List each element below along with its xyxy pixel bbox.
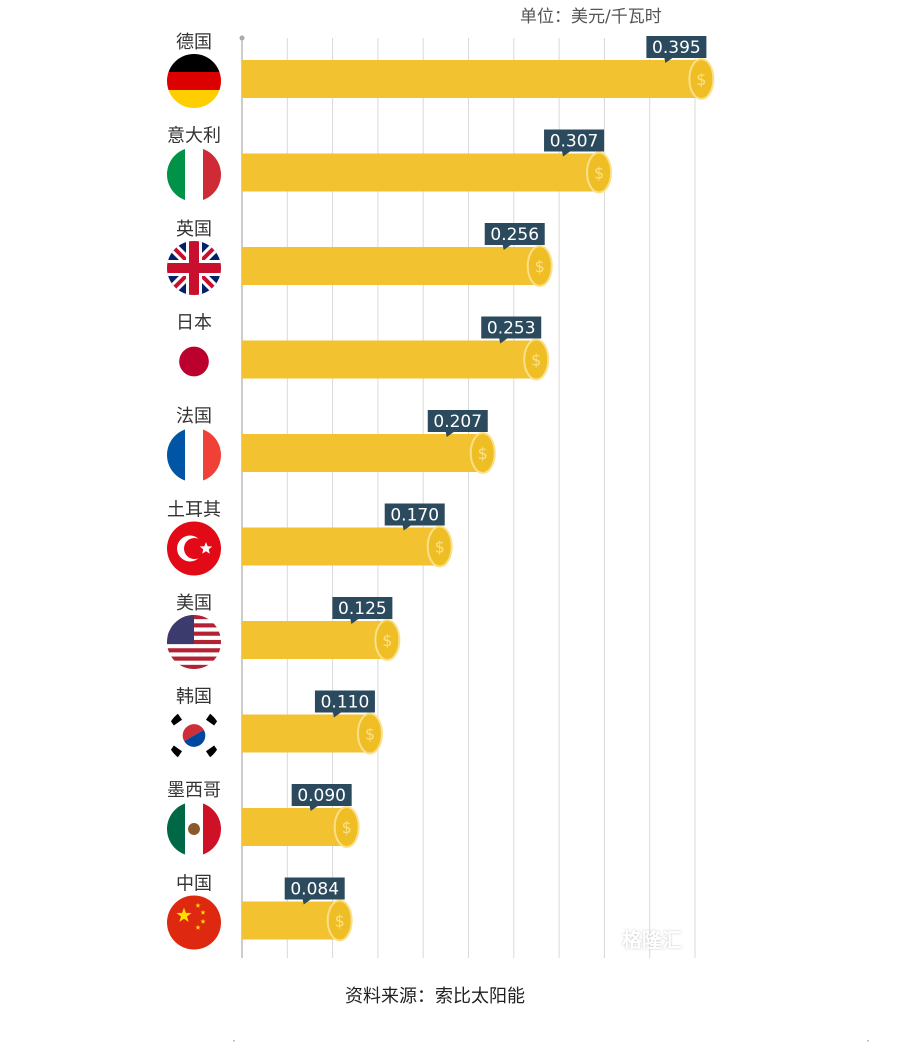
bar [242, 60, 702, 98]
value-label: 0.395 [652, 38, 701, 58]
value-label: 0.084 [290, 880, 339, 900]
bar [242, 434, 483, 472]
coin-icon: $ [523, 338, 550, 381]
france-flag-icon [167, 428, 221, 482]
bar [242, 247, 540, 285]
dollar-icon: $ [696, 70, 706, 89]
bar [242, 901, 340, 940]
value-tag: 0.084 [284, 877, 345, 905]
stray-mark-right: · [866, 1034, 870, 1048]
japan-flag-icon [167, 334, 221, 389]
bar [242, 340, 537, 379]
value-tag: 0.253 [481, 316, 542, 344]
germany-flag-icon [167, 54, 221, 108]
watermark-logo: 格隆汇 [622, 928, 682, 952]
china-flag-icon [167, 895, 221, 950]
category-label: 墨西哥 [167, 780, 221, 801]
category-label: 美国 [176, 593, 212, 614]
category-label: 日本 [176, 313, 212, 334]
category-label: 韩国 [176, 687, 212, 708]
value-label: 0.090 [297, 786, 346, 806]
mexico-flag-icon [167, 802, 221, 856]
source-caption: 资料来源：索比太阳能 [345, 986, 525, 1007]
value-label: 0.170 [390, 506, 439, 526]
uk-flag-icon [167, 241, 221, 295]
category-label: 法国 [176, 406, 212, 427]
coin-icon: $ [526, 245, 553, 287]
coin-icon: $ [586, 151, 613, 194]
axis-dot [239, 35, 245, 41]
unit-label: 单位：美元/千瓦时 [520, 7, 662, 27]
dollar-icon: $ [531, 351, 541, 370]
bar [242, 153, 600, 192]
value-label: 0.110 [321, 693, 370, 713]
value-label: 0.307 [550, 132, 599, 152]
dollar-icon: $ [435, 538, 445, 557]
category-label: 德国 [176, 32, 212, 53]
coin-icon: $ [333, 806, 360, 848]
coin-icon: $ [374, 619, 401, 661]
italy-flag-icon [167, 147, 221, 202]
category-label: 中国 [176, 874, 212, 895]
value-tag: 0.307 [544, 129, 605, 157]
coin-icon: $ [688, 58, 715, 100]
dollar-icon: $ [535, 257, 545, 276]
south-korea-flag-icon [167, 708, 221, 763]
usa-flag-icon [167, 615, 221, 669]
bar [242, 621, 388, 659]
category-label: 英国 [176, 219, 212, 240]
dollar-icon: $ [382, 631, 392, 650]
coin-icon: $ [469, 432, 496, 474]
value-label: 0.253 [487, 319, 536, 339]
value-tag: 0.090 [291, 784, 352, 811]
value-tag: 0.170 [384, 503, 445, 531]
category-label: 意大利 [167, 126, 221, 147]
coin-icon: $ [356, 712, 383, 755]
dollar-icon: $ [478, 444, 488, 463]
bars: $0.395 $0.307 $0.256 $0.253 $0.207 $0.170 $0.1… [242, 36, 715, 942]
bar [242, 714, 370, 753]
coin-icon: $ [426, 525, 453, 568]
value-label: 0.256 [490, 225, 539, 245]
dollar-icon: $ [594, 164, 604, 183]
dollar-icon: $ [342, 818, 352, 837]
value-tag: 0.207 [427, 410, 488, 437]
stray-mark-left: · [232, 1034, 236, 1048]
value-label: 0.207 [433, 412, 482, 432]
bar-chart: $0.395 $0.307 $0.256 $0.253 $0.207 $0.170 $0.1… [167, 32, 715, 958]
value-tag: 0.395 [646, 36, 707, 63]
category-label: 土耳其 [167, 500, 221, 521]
value-tag: 0.125 [332, 597, 393, 624]
coin-icon: $ [326, 899, 353, 942]
value-tag: 0.110 [314, 690, 375, 718]
dollar-icon: $ [365, 725, 375, 744]
turkey-flag-icon [167, 521, 221, 576]
dollar-icon: $ [335, 912, 345, 931]
bar [242, 527, 440, 566]
value-tag: 0.256 [484, 223, 545, 250]
bar [242, 808, 347, 846]
value-label: 0.125 [338, 599, 387, 619]
